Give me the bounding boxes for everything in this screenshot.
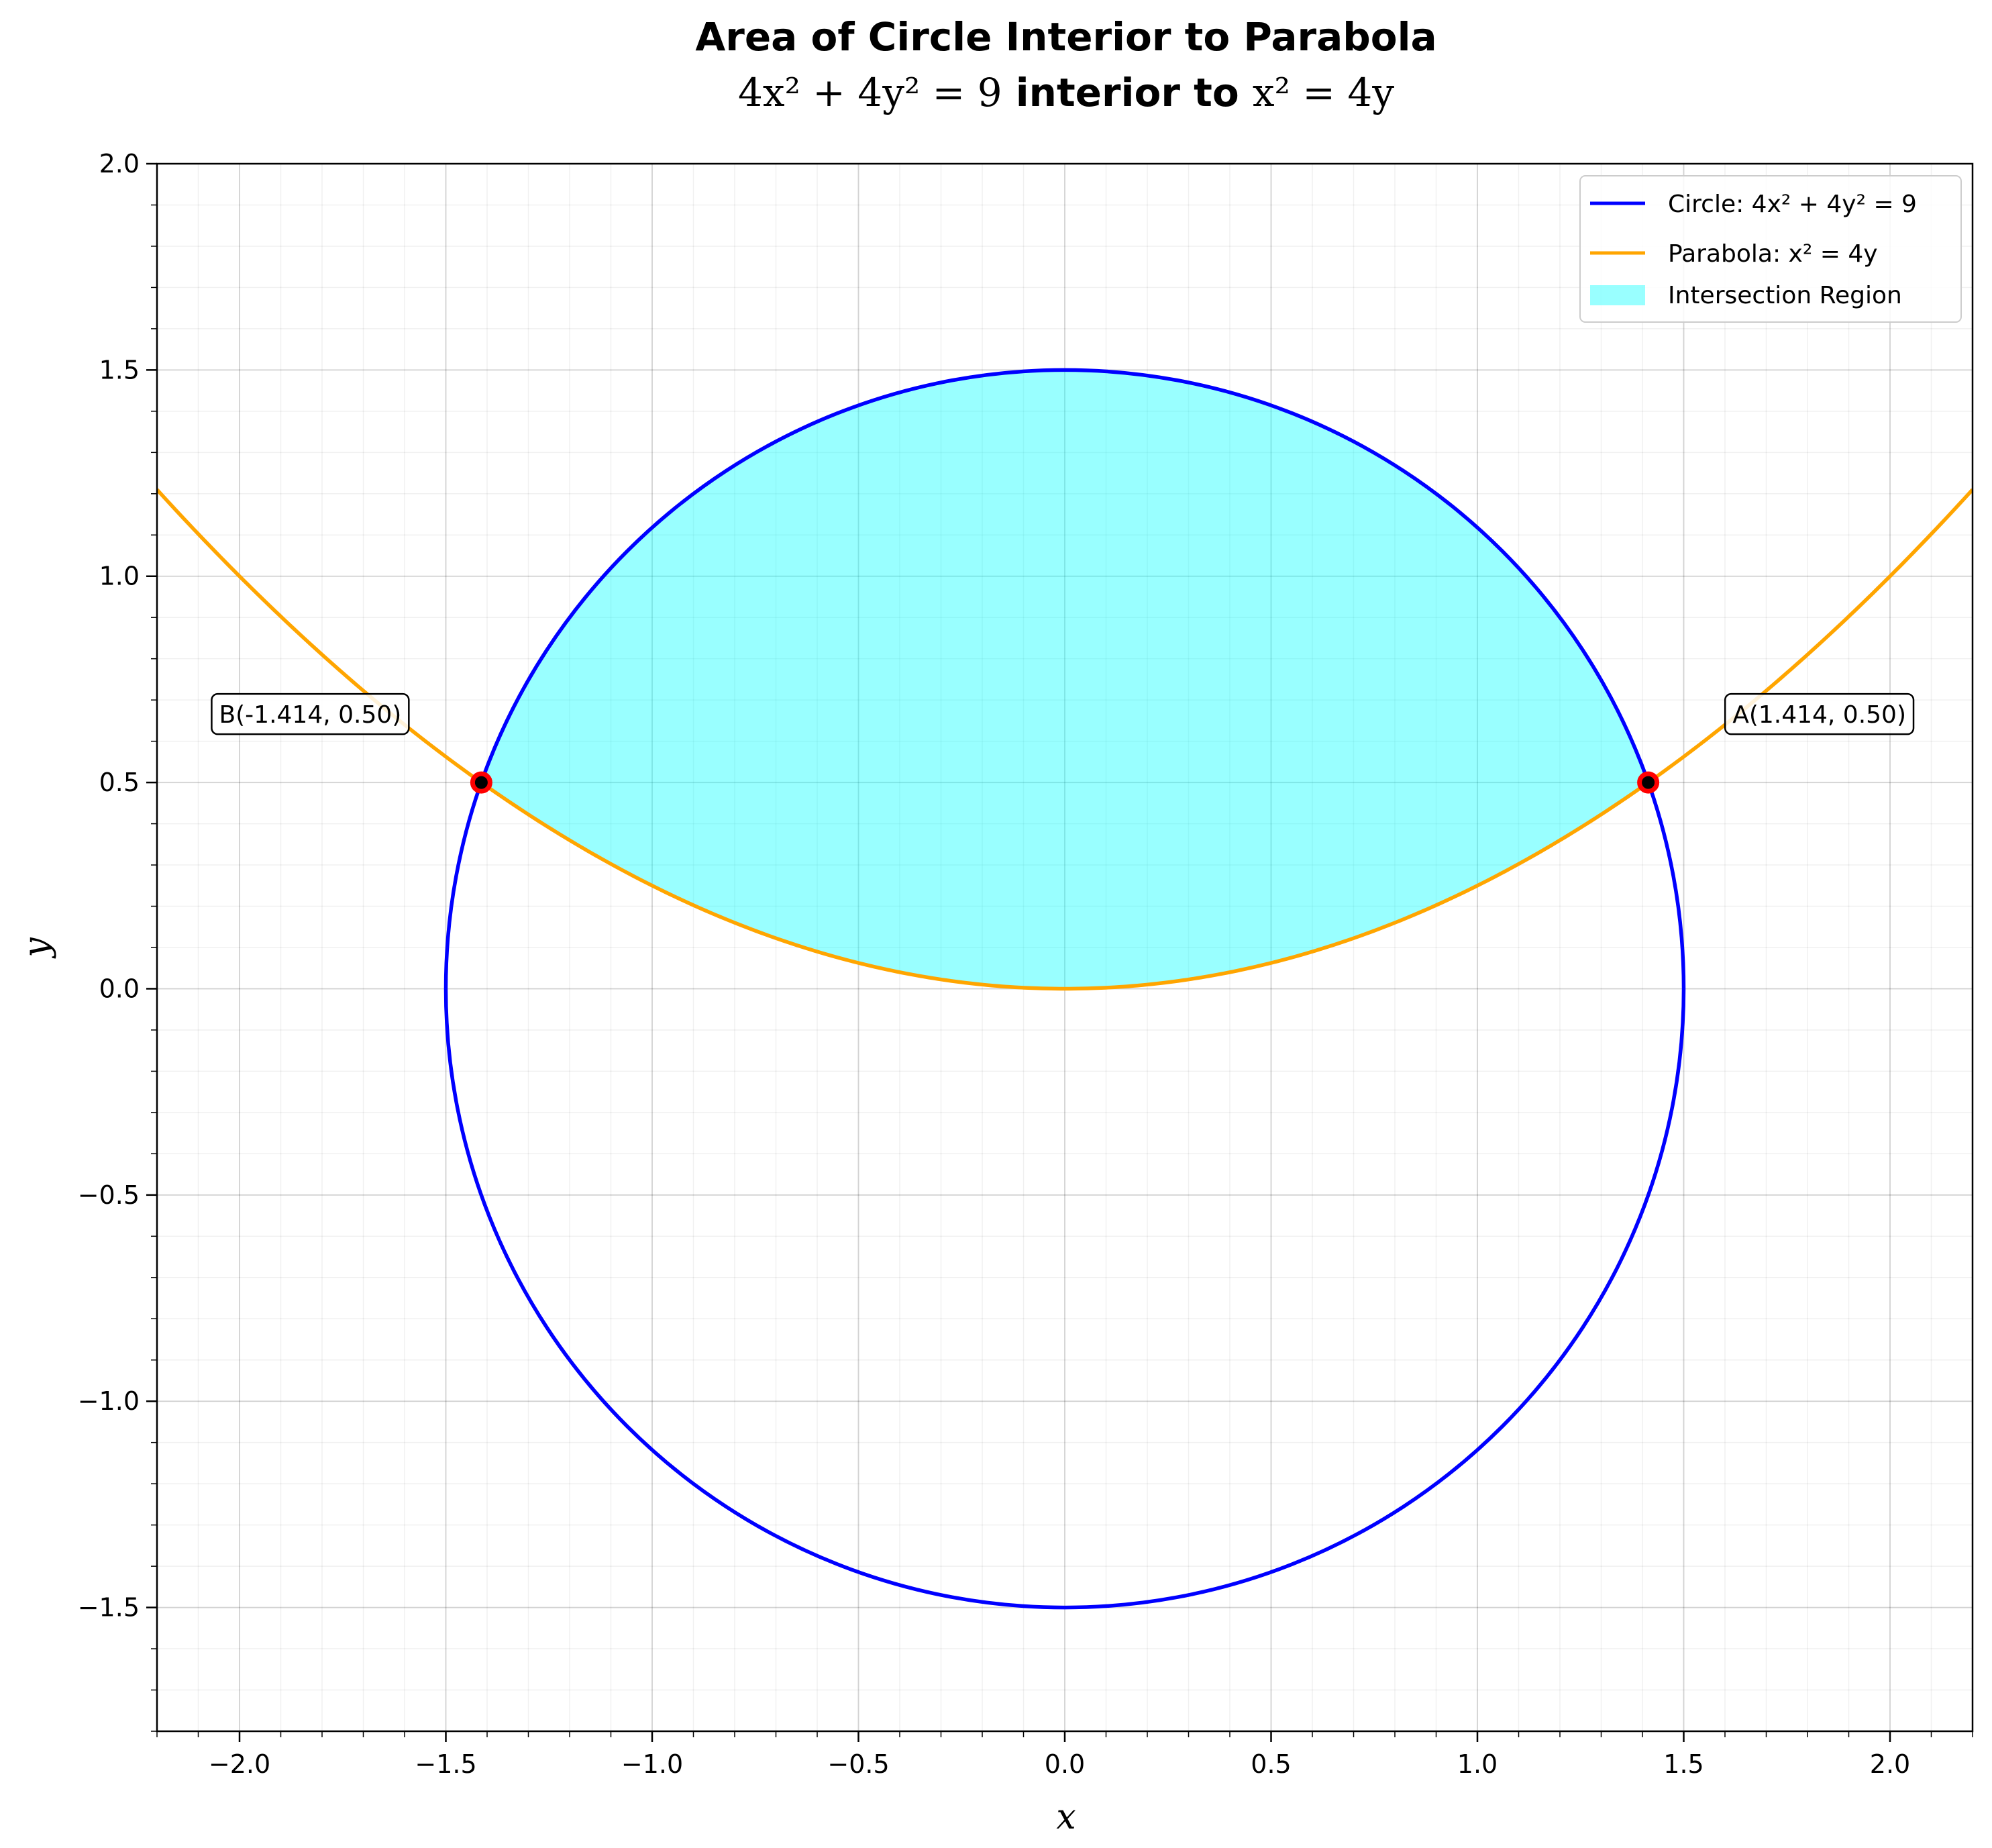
- y-tick-label: 2.0: [99, 149, 140, 178]
- chart-subtitle: 4x² + 4y² = 9 interior to x² = 4y: [738, 70, 1394, 115]
- x-tick-label: −0.5: [827, 1749, 889, 1779]
- x-tick-label: 1.5: [1663, 1749, 1703, 1779]
- x-tick-label: −1.5: [415, 1749, 476, 1779]
- intersection-point: [470, 771, 492, 794]
- legend-fill-label: Intersection Region: [1668, 282, 1902, 309]
- legend: Circle: 4x² + 4y² = 9 Parabola: x² = 4y …: [1579, 175, 1962, 323]
- legend-box: [1579, 175, 1962, 323]
- y-tick-label: 1.0: [99, 562, 140, 591]
- plot-area: [157, 368, 1973, 1610]
- point-label-box: [1724, 692, 1915, 735]
- y-tick-label: 0.0: [99, 974, 140, 1003]
- circle-curve: [443, 368, 1686, 1610]
- x-tick-label: −2.0: [209, 1749, 270, 1779]
- intersection-region: [481, 370, 1648, 989]
- legend-parabola-label: Parabola: x² = 4y: [1668, 240, 1878, 268]
- point-label-box: [211, 692, 410, 735]
- y-tick-label: 0.5: [99, 768, 140, 797]
- subtitle-circle-equation: 4x² + 4y² = 9: [738, 70, 1002, 115]
- x-tick-label: 0.0: [1045, 1749, 1085, 1779]
- legend-fill-swatch: [1590, 285, 1645, 305]
- parabola-curve: [157, 488, 1973, 991]
- subtitle-connector: interior to: [1002, 70, 1253, 115]
- axis-ticks: −2.0 −1.5 −1.0 −0.5 0.0 0.5 1.0 1.5 2.0 −1.5 −1.0 −…: [78, 149, 1973, 1779]
- intersection-point: [1637, 771, 1660, 794]
- y-tick-label: −1.0: [78, 1386, 140, 1416]
- y-tick-label: 1.5: [99, 355, 140, 384]
- y-tick-label: −1.5: [78, 1593, 140, 1623]
- legend-circle-label: Circle: 4x² + 4y² = 9: [1668, 191, 1917, 218]
- point-label: B(-1.414, 0.50): [219, 701, 401, 729]
- intersection-points: A(1.414, 0.50) B(-1.414, 0.50): [211, 692, 1915, 794]
- x-tick-label: 0.5: [1251, 1749, 1291, 1779]
- x-axis-label: x: [1056, 1797, 1076, 1837]
- x-tick-label: 1.0: [1457, 1749, 1498, 1779]
- chart-title: Area of Circle Interior to Parabola: [695, 14, 1436, 60]
- subtitle-parabola-equation: x² = 4y: [1253, 70, 1394, 115]
- x-tick-label: 2.0: [1870, 1749, 1910, 1779]
- x-tick-label: −1.0: [621, 1749, 683, 1779]
- y-axis-label: y: [17, 937, 57, 959]
- point-label: A(1.414, 0.50): [1732, 701, 1906, 729]
- y-tick-label: −0.5: [78, 1180, 140, 1210]
